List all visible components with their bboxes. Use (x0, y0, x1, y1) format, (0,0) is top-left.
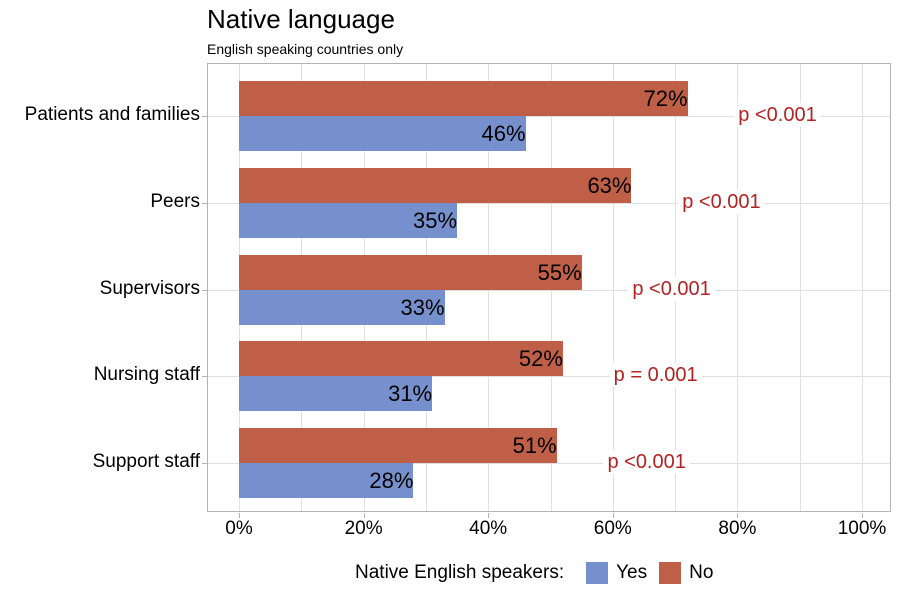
y-axis-tick (202, 463, 207, 464)
p-value-annotation: p = 0.001 (609, 363, 702, 387)
legend-swatch-no (659, 562, 682, 584)
legend: Native English speakers: Yes No (355, 562, 725, 584)
bar-yes (239, 116, 526, 151)
x-axis-tick-label: 100% (837, 518, 887, 539)
y-axis-tick (202, 203, 207, 204)
y-axis-label: Peers (150, 191, 200, 212)
bar-value-label: 55% (537, 260, 582, 285)
gridline-vertical (737, 64, 739, 511)
x-axis-tick-label: 80% (718, 518, 757, 539)
p-value-annotation: p <0.001 (678, 190, 765, 214)
p-value-annotation: p <0.001 (628, 277, 715, 301)
bar-value-label: 51% (512, 433, 557, 458)
legend-label-yes: Yes (616, 562, 648, 583)
bar-value-label: 28% (369, 468, 414, 493)
gridline-horizontal (208, 290, 890, 291)
gridline-horizontal (208, 116, 890, 117)
y-axis-label: Support staff (92, 451, 200, 472)
x-axis-tick-label: 20% (344, 518, 383, 539)
legend-item-no: No (659, 562, 713, 584)
bar-value-label: 35% (413, 208, 458, 233)
chart-title: Native language (207, 4, 395, 34)
legend-item-yes: Yes (586, 562, 647, 584)
bar-no (239, 341, 563, 376)
x-axis-tick-label: 40% (469, 518, 508, 539)
chart-subtitle: English speaking countries only (207, 41, 404, 57)
bar-value-label: 63% (587, 173, 632, 198)
bar-no (239, 255, 582, 290)
bar-yes (239, 463, 414, 498)
gridline-horizontal (208, 376, 890, 377)
gridline-vertical (799, 64, 801, 511)
x-axis-tick (239, 513, 240, 518)
x-axis-tick-label: 0% (225, 518, 253, 539)
gridline-horizontal (208, 203, 890, 204)
bar-no (239, 428, 557, 463)
gridline-vertical (612, 64, 614, 511)
legend-label-no: No (689, 562, 714, 583)
x-axis-tick-label: 60% (593, 518, 632, 539)
y-axis-label: Supervisors (99, 278, 200, 299)
gridline-horizontal (208, 463, 890, 464)
bar-value-label: 33% (400, 295, 445, 320)
x-axis-tick (612, 513, 614, 518)
y-axis-label: Nursing staff (93, 364, 200, 385)
bar-no (239, 168, 632, 203)
p-value-annotation: p <0.001 (603, 450, 690, 474)
y-axis-tick (202, 116, 207, 117)
x-axis-tick (363, 513, 365, 518)
bar-value-label: 72% (643, 86, 688, 111)
p-value-annotation: p <0.001 (734, 103, 821, 127)
bar-no (239, 81, 688, 116)
x-axis-tick (488, 513, 490, 518)
x-axis-tick (862, 513, 863, 518)
legend-title: Native English speakers: (355, 562, 565, 583)
legend-swatch-yes (586, 562, 609, 584)
bar-yes (239, 203, 458, 238)
bar-yes (239, 290, 445, 325)
y-axis-tick (202, 290, 207, 291)
gridline-vertical (862, 64, 863, 511)
bar-value-label: 31% (388, 381, 433, 406)
y-axis-label: Patients and families (24, 104, 200, 125)
bar-value-label: 52% (518, 346, 563, 371)
bar-value-label: 46% (481, 121, 526, 146)
y-axis-tick (202, 376, 207, 377)
bar-yes (239, 376, 433, 411)
x-axis-tick (737, 513, 739, 518)
